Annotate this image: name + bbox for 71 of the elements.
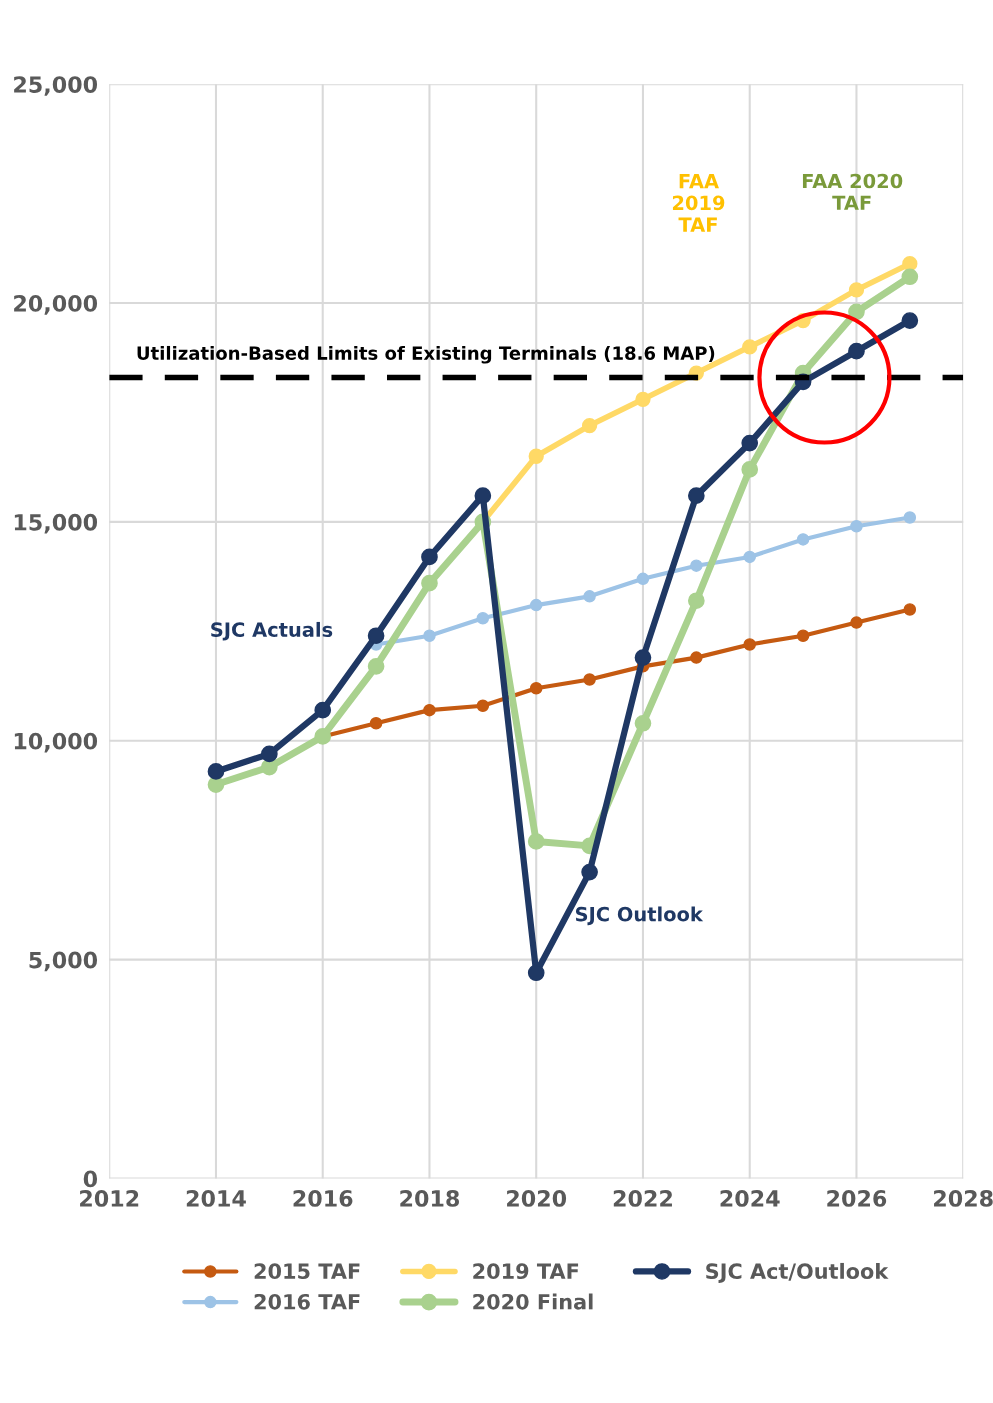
point bbox=[261, 745, 278, 763]
point bbox=[634, 714, 652, 732]
point bbox=[529, 598, 543, 612]
ref-line-label: Utilization-Based Limits of Existing Terminals (18.6 MAP) bbox=[137, 345, 715, 364]
point bbox=[690, 651, 703, 664]
annotation: FAA 2020 TAF bbox=[802, 173, 903, 210]
y-tick-label: 5,000 bbox=[29, 951, 98, 972]
legend-label: 2016 TAF bbox=[254, 1293, 360, 1310]
point bbox=[634, 649, 652, 666]
y-tick-label: 10,000 bbox=[14, 732, 98, 753]
point bbox=[581, 417, 598, 434]
legend-label: SJC Act/Outlook bbox=[706, 1262, 889, 1283]
point bbox=[901, 312, 919, 329]
point bbox=[743, 638, 756, 651]
point bbox=[476, 699, 490, 713]
point bbox=[902, 256, 918, 272]
point bbox=[688, 592, 705, 610]
point bbox=[850, 520, 863, 533]
point bbox=[583, 590, 596, 603]
point bbox=[903, 603, 917, 616]
point bbox=[850, 616, 863, 629]
legend-label: 2015 TAF bbox=[254, 1263, 360, 1280]
point bbox=[636, 572, 650, 586]
x-tick-label: 2026 bbox=[827, 1190, 887, 1207]
annotation: SJC Actuals bbox=[211, 621, 333, 641]
legend-label: 2019 TAF bbox=[473, 1263, 579, 1280]
point bbox=[743, 550, 756, 564]
point bbox=[901, 268, 919, 286]
x-tick-label: 2028 bbox=[934, 1190, 993, 1207]
x-tick-label: 2022 bbox=[613, 1190, 672, 1207]
point bbox=[207, 763, 225, 780]
x-tick-label: 2016 bbox=[293, 1190, 353, 1207]
point bbox=[423, 703, 436, 717]
point bbox=[903, 511, 917, 524]
y-tick-label: 20,000 bbox=[14, 295, 98, 315]
point bbox=[742, 339, 758, 355]
y-tick-label: 15,000 bbox=[14, 513, 98, 534]
point bbox=[421, 548, 438, 566]
x-tick-label: 2012 bbox=[80, 1190, 139, 1207]
point bbox=[527, 964, 545, 982]
point bbox=[367, 627, 385, 645]
annotation: SJC Outlook bbox=[575, 906, 704, 926]
point bbox=[421, 574, 438, 592]
point bbox=[741, 461, 759, 478]
point bbox=[690, 559, 703, 572]
legend-label: 2020 Final bbox=[473, 1293, 593, 1310]
point bbox=[741, 434, 759, 452]
point bbox=[796, 629, 810, 642]
x-tick-label: 2014 bbox=[186, 1190, 246, 1207]
point bbox=[314, 701, 332, 719]
point bbox=[848, 282, 865, 298]
point bbox=[529, 682, 543, 695]
point bbox=[369, 717, 383, 730]
annotation: FAA 2019 TAF bbox=[672, 173, 725, 232]
point bbox=[581, 863, 598, 881]
point bbox=[527, 833, 545, 850]
x-tick-label: 2020 bbox=[507, 1190, 567, 1207]
x-tick-label: 2018 bbox=[400, 1190, 460, 1207]
point bbox=[423, 629, 436, 642]
point bbox=[528, 448, 544, 464]
point bbox=[367, 658, 385, 675]
point bbox=[476, 611, 490, 625]
point bbox=[583, 673, 596, 686]
y-tick-label: 25,000 bbox=[14, 76, 98, 96]
x-tick-label: 2024 bbox=[720, 1190, 780, 1207]
point bbox=[688, 487, 705, 504]
point bbox=[635, 391, 651, 407]
point bbox=[796, 533, 810, 546]
point bbox=[848, 342, 865, 360]
y-tick-label: 0 bbox=[83, 1170, 98, 1188]
point bbox=[474, 487, 492, 504]
